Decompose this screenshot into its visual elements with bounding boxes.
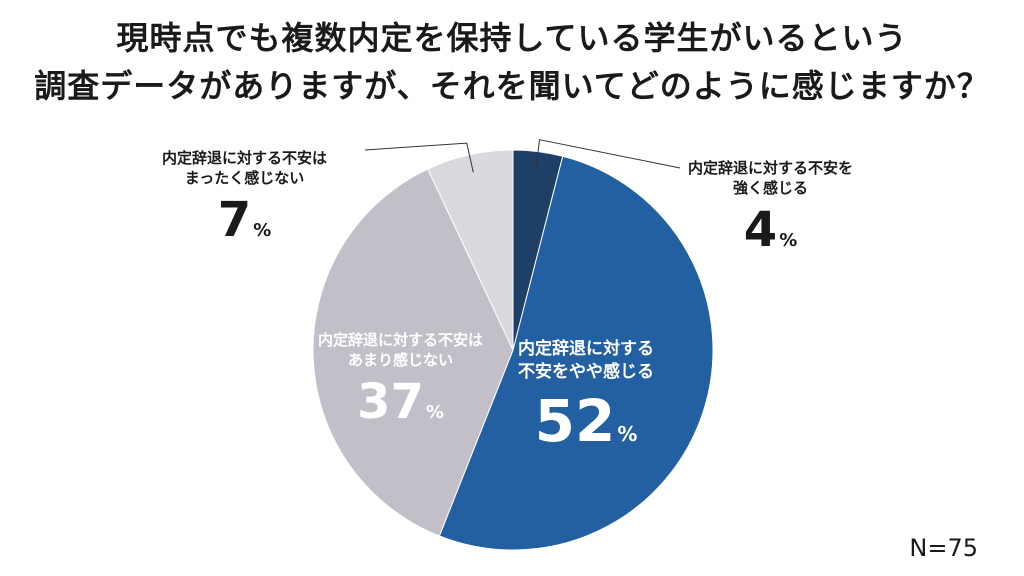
value-somewhat-anxious-number: 52 bbox=[534, 387, 616, 455]
unit-somewhat-anxious: % bbox=[617, 422, 638, 446]
title-line-1: 現時点でも複数内定を保持している学生がいるという bbox=[116, 19, 908, 57]
unit-not-very-anxious: % bbox=[425, 402, 444, 423]
unit-not-anxious-at-all: % bbox=[253, 220, 272, 241]
value-strongly-anxious: 4% bbox=[688, 206, 853, 254]
label-not-anxious-at-all: 内定辞退に対する不安は まったく感じない 7% bbox=[162, 148, 327, 244]
label-somewhat-anxious-line2: 不安をやや感じる bbox=[518, 362, 654, 382]
value-not-very-anxious-number: 37 bbox=[357, 374, 424, 430]
label-strongly-anxious-line2: 強く感じる bbox=[733, 179, 809, 197]
label-not-very-anxious-line1: 内定辞退に対する不安は bbox=[318, 331, 484, 349]
label-strongly-anxious-line1: 内定辞退に対する不安を bbox=[688, 159, 854, 177]
label-not-anxious-at-all-line2: まったく感じない bbox=[184, 169, 305, 187]
chart-title: 現時点でも複数内定を保持している学生がいるという 調査データがありますが、それを… bbox=[0, 14, 1024, 110]
slice-somewhat-anxious bbox=[438, 155, 714, 551]
label-not-very-anxious: 内定辞退に対する不安は あまり感じない 37% bbox=[318, 330, 483, 426]
leader-line-strongly-anxious bbox=[535, 139, 681, 170]
title-line-2: 調査データがありますが、それを聞いてどのように感じますか？ bbox=[34, 67, 990, 105]
label-not-very-anxious-line2: あまり感じない bbox=[348, 351, 454, 369]
label-not-anxious-at-all-line1: 内定辞退に対する不安は bbox=[162, 149, 328, 167]
label-somewhat-anxious-line1: 内定辞退に対する bbox=[518, 339, 654, 359]
sample-size: N=75 bbox=[909, 534, 978, 562]
label-strongly-anxious: 内定辞退に対する不安を 強く感じる 4% bbox=[688, 158, 853, 254]
slice-not-very-anxious bbox=[312, 168, 514, 537]
value-not-very-anxious: 37% bbox=[318, 378, 483, 426]
value-not-anxious-at-all: 7% bbox=[162, 196, 327, 244]
value-somewhat-anxious: 52% bbox=[518, 392, 654, 450]
value-strongly-anxious-number: 4 bbox=[743, 202, 778, 258]
unit-strongly-anxious: % bbox=[779, 230, 798, 251]
value-not-anxious-at-all-number: 7 bbox=[217, 192, 252, 248]
leader-line-not-anxious-at-all bbox=[364, 142, 474, 173]
label-somewhat-anxious: 内定辞退に対する 不安をやや感じる 52% bbox=[518, 338, 654, 450]
